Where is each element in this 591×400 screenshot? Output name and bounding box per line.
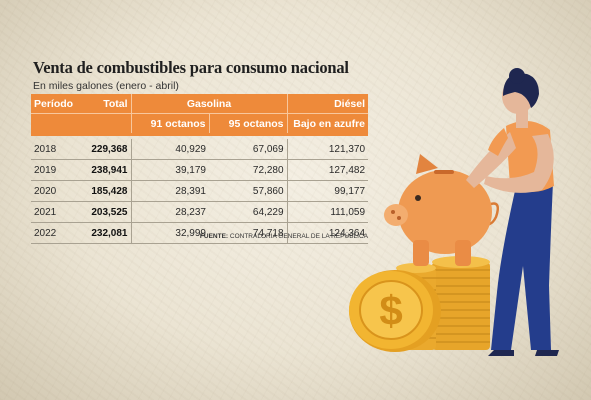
- cell-95-octanos: 74,718: [209, 222, 288, 244]
- cell-91-octanos: 28,237: [131, 201, 209, 223]
- cell-total: 232,081: [81, 222, 132, 244]
- cell-diesel: 121,370: [286, 136, 369, 160]
- source-text: CONTRALORIA GENERAL DE LA REPÚBLICA: [229, 233, 368, 240]
- header-diesel: Diésel: [286, 94, 369, 114]
- cell-total: 203,525: [81, 201, 132, 223]
- chart-title: Venta de combustibles para consumo nacio…: [33, 58, 349, 77]
- dollar-coin-icon: $: [349, 270, 441, 352]
- table-row: 2022 232,081 32,999 74,718 124,364: [31, 222, 369, 244]
- header-bajo-en-azufre: Bajo en azufre: [286, 113, 369, 136]
- piggy-bank-icon: [384, 154, 499, 266]
- cell-95-octanos: 72,280: [209, 159, 288, 181]
- source-label: FUENTE:: [199, 233, 229, 240]
- cell-diesel: 99,177: [286, 180, 369, 202]
- cell-91-octanos: 32,999: [131, 222, 209, 244]
- cell-period: 2022: [31, 222, 81, 244]
- cell-91-octanos: 40,929: [131, 136, 209, 160]
- header-91-octanos: 91 octanos: [130, 113, 209, 136]
- cell-period: 2021: [31, 201, 81, 223]
- cell-95-octanos: 67,069: [209, 136, 288, 160]
- fuel-sales-table: Período Total Gasolina Diésel 91 octanos…: [31, 94, 369, 244]
- header-total-blank: [81, 113, 131, 136]
- header-period-blank: [31, 113, 81, 136]
- cell-95-octanos: 57,860: [209, 180, 288, 202]
- cell-91-octanos: 39,179: [131, 159, 209, 181]
- cell-total: 238,941: [81, 159, 132, 181]
- table-row: 2020 185,428 28,391 57,860 99,177: [31, 180, 369, 202]
- cell-total: 185,428: [81, 180, 132, 202]
- cell-total: 229,368: [81, 136, 132, 160]
- cell-period: 2020: [31, 180, 81, 202]
- svg-text:$: $: [379, 287, 402, 334]
- header-95-octanos: 95 octanos: [208, 113, 288, 136]
- cell-diesel: 111,059: [286, 201, 369, 223]
- piggy-bank-illustration: $: [349, 68, 559, 356]
- cell-period: 2018: [31, 136, 81, 160]
- table-row: 2018 229,368 40,929 67,069 121,370: [31, 136, 369, 160]
- table-row: 2019 238,941 39,179 72,280 127,482: [31, 159, 369, 181]
- cell-diesel: 124,364: [286, 222, 369, 244]
- cell-95-octanos: 64,229: [209, 201, 288, 223]
- header-gasoline: Gasolina: [130, 94, 288, 114]
- cell-91-octanos: 28,391: [131, 180, 209, 202]
- table-row: 2021 203,525 28,237 64,229 111,059: [31, 201, 369, 223]
- cell-diesel: 127,482: [286, 159, 369, 181]
- cell-period: 2019: [31, 159, 81, 181]
- source-note: FUENTE: CONTRALORIA GENERAL DE LA REPÚBL…: [31, 233, 368, 240]
- woman-figure: [466, 68, 559, 356]
- header-total: Total: [81, 94, 131, 114]
- header-period: Período: [31, 94, 81, 114]
- chart-subtitle: En miles galones (enero - abril): [33, 80, 179, 92]
